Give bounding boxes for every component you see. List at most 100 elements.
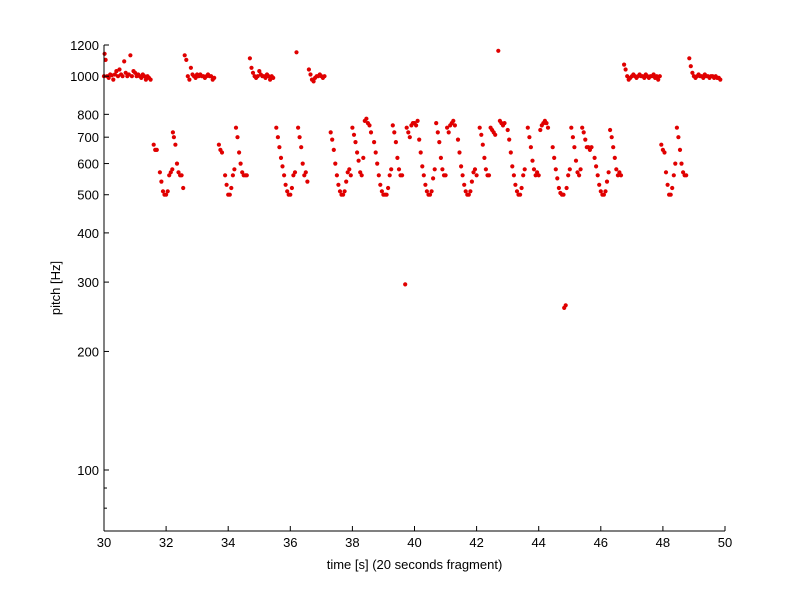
data-point bbox=[578, 167, 583, 172]
data-point bbox=[580, 125, 585, 130]
data-point bbox=[126, 72, 131, 77]
data-point bbox=[235, 135, 240, 140]
data-point bbox=[154, 147, 159, 152]
data-point bbox=[418, 150, 423, 155]
data-point bbox=[274, 125, 279, 130]
data-point bbox=[250, 70, 256, 75]
data-point bbox=[368, 130, 374, 135]
data-point bbox=[378, 182, 383, 187]
data-point bbox=[400, 173, 405, 178]
data-point bbox=[415, 118, 420, 123]
y-tick-label: 500 bbox=[77, 188, 99, 203]
data-point bbox=[389, 167, 394, 172]
data-point bbox=[143, 77, 148, 82]
data-point bbox=[232, 167, 237, 172]
data-point bbox=[718, 77, 723, 82]
data-point bbox=[112, 72, 117, 77]
data-point bbox=[288, 192, 293, 197]
data-point bbox=[468, 189, 473, 194]
data-point bbox=[384, 192, 389, 197]
x-tick-label: 40 bbox=[407, 535, 421, 550]
data-point bbox=[193, 75, 198, 80]
data-point bbox=[581, 130, 586, 135]
data-point bbox=[457, 150, 462, 155]
data-point bbox=[115, 74, 121, 79]
data-point bbox=[595, 173, 600, 178]
data-point bbox=[690, 70, 695, 75]
data-point bbox=[656, 77, 661, 82]
data-point bbox=[429, 189, 434, 194]
data-point bbox=[255, 74, 260, 79]
data-point bbox=[361, 155, 366, 160]
data-point bbox=[569, 125, 574, 130]
data-point bbox=[224, 182, 229, 187]
data-point bbox=[102, 51, 107, 56]
data-point bbox=[525, 125, 530, 130]
data-point bbox=[553, 167, 558, 172]
y-tick-label: 400 bbox=[77, 226, 99, 241]
data-point bbox=[300, 161, 305, 166]
y-tick-label: 200 bbox=[77, 344, 99, 359]
data-point bbox=[122, 59, 127, 64]
data-point bbox=[577, 173, 582, 178]
data-point bbox=[642, 75, 647, 80]
x-axis-ticks: 30 32 34 36 38 40 42 44 46 48 50 bbox=[97, 526, 732, 550]
y-tick-label: 1200 bbox=[70, 38, 99, 53]
y-tick-label: 700 bbox=[77, 130, 99, 145]
x-tick-label: 34 bbox=[221, 535, 235, 550]
data-point bbox=[229, 185, 234, 191]
data-point bbox=[344, 179, 349, 184]
y-tick-label: 600 bbox=[77, 157, 99, 172]
data-point bbox=[160, 189, 166, 194]
data-point bbox=[438, 155, 443, 160]
data-point bbox=[341, 192, 346, 197]
data-point bbox=[283, 182, 288, 187]
data-point bbox=[417, 137, 422, 142]
data-point bbox=[282, 173, 287, 178]
data-point bbox=[181, 185, 186, 191]
data-point bbox=[455, 137, 461, 142]
data-point bbox=[359, 173, 364, 178]
data-point bbox=[120, 74, 125, 79]
data-point bbox=[507, 137, 512, 142]
data-point bbox=[406, 130, 411, 135]
data-point bbox=[372, 140, 377, 145]
data-point bbox=[452, 123, 457, 128]
data-point bbox=[330, 137, 335, 142]
data-point bbox=[538, 127, 543, 133]
x-tick-label: 36 bbox=[283, 535, 297, 550]
data-point bbox=[508, 150, 513, 155]
data-point bbox=[373, 150, 378, 155]
data-point bbox=[103, 57, 108, 63]
data-point bbox=[612, 155, 617, 160]
data-point bbox=[271, 75, 276, 80]
data-point bbox=[463, 189, 468, 194]
data-point bbox=[556, 185, 562, 191]
data-point bbox=[387, 173, 392, 178]
data-point bbox=[601, 192, 607, 197]
data-point bbox=[665, 182, 670, 187]
data-point bbox=[670, 185, 675, 191]
data-point bbox=[173, 142, 178, 147]
data-point bbox=[170, 167, 175, 172]
data-point bbox=[432, 167, 437, 172]
data-point bbox=[663, 170, 669, 175]
y-axis-label: pitch [Hz] bbox=[48, 261, 63, 315]
data-point bbox=[522, 167, 527, 172]
data-point bbox=[684, 173, 689, 178]
data-point bbox=[342, 189, 347, 194]
data-point bbox=[530, 158, 535, 163]
data-point bbox=[280, 164, 285, 169]
data-point bbox=[434, 121, 439, 126]
data-point bbox=[294, 50, 299, 55]
x-tick-label: 46 bbox=[594, 535, 608, 550]
data-point bbox=[583, 137, 588, 142]
data-point bbox=[212, 75, 217, 80]
data-point bbox=[625, 74, 630, 79]
data-point bbox=[187, 77, 192, 82]
data-point bbox=[611, 145, 616, 150]
x-tick-label: 38 bbox=[345, 535, 359, 550]
data-point bbox=[277, 145, 282, 150]
data-point bbox=[466, 192, 471, 197]
data-point bbox=[440, 167, 445, 172]
